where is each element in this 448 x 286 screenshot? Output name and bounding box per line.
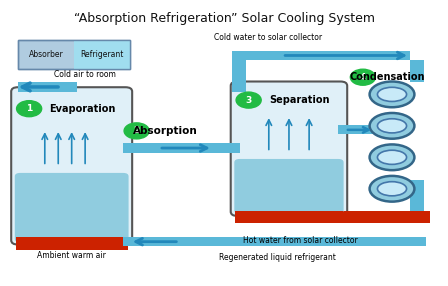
Text: Evaporation: Evaporation [49,104,116,114]
Text: Regenerated liquid refrigerant: Regenerated liquid refrigerant [220,253,336,262]
Bar [16,237,128,250]
Circle shape [350,69,375,85]
Ellipse shape [377,119,407,133]
FancyBboxPatch shape [234,159,344,214]
Bar [410,180,424,211]
Circle shape [236,92,261,108]
Text: 2: 2 [134,126,140,135]
Text: Cold air to room: Cold air to room [54,70,116,79]
Bar [232,54,246,92]
FancyBboxPatch shape [15,173,129,242]
Bar [123,237,426,246]
Text: Separation: Separation [269,95,330,105]
Text: Refrigerant: Refrigerant [80,50,124,59]
Text: Condensation: Condensation [350,72,425,82]
Text: Absorption: Absorption [134,126,198,136]
Bar [235,211,343,223]
Ellipse shape [370,144,414,170]
Text: 3: 3 [246,96,252,105]
Text: “Absorption Refrigeration” Solar Cooling System: “Absorption Refrigeration” Solar Cooling… [73,12,375,25]
Bar [74,40,130,69]
Ellipse shape [377,150,407,164]
Bar [18,40,130,69]
Ellipse shape [377,87,407,102]
Text: Hot water from solar collector: Hot water from solar collector [243,236,358,245]
Bar [410,60,424,82]
Bar [18,82,77,92]
Bar [18,40,130,69]
Text: Cold water to solar collector: Cold water to solar collector [214,33,323,42]
Text: 1: 1 [26,104,32,113]
Ellipse shape [377,182,407,196]
FancyBboxPatch shape [11,87,132,245]
Circle shape [17,101,42,117]
Bar [340,211,430,223]
Text: 4: 4 [360,73,366,82]
Ellipse shape [370,113,414,139]
Bar [338,125,374,134]
FancyBboxPatch shape [231,82,347,216]
Ellipse shape [370,82,414,107]
Circle shape [124,123,149,139]
Text: Absorber: Absorber [29,50,63,59]
Bar [123,144,240,153]
Text: Ambient warm air: Ambient warm air [37,251,106,261]
Bar [232,51,410,60]
Ellipse shape [370,176,414,202]
